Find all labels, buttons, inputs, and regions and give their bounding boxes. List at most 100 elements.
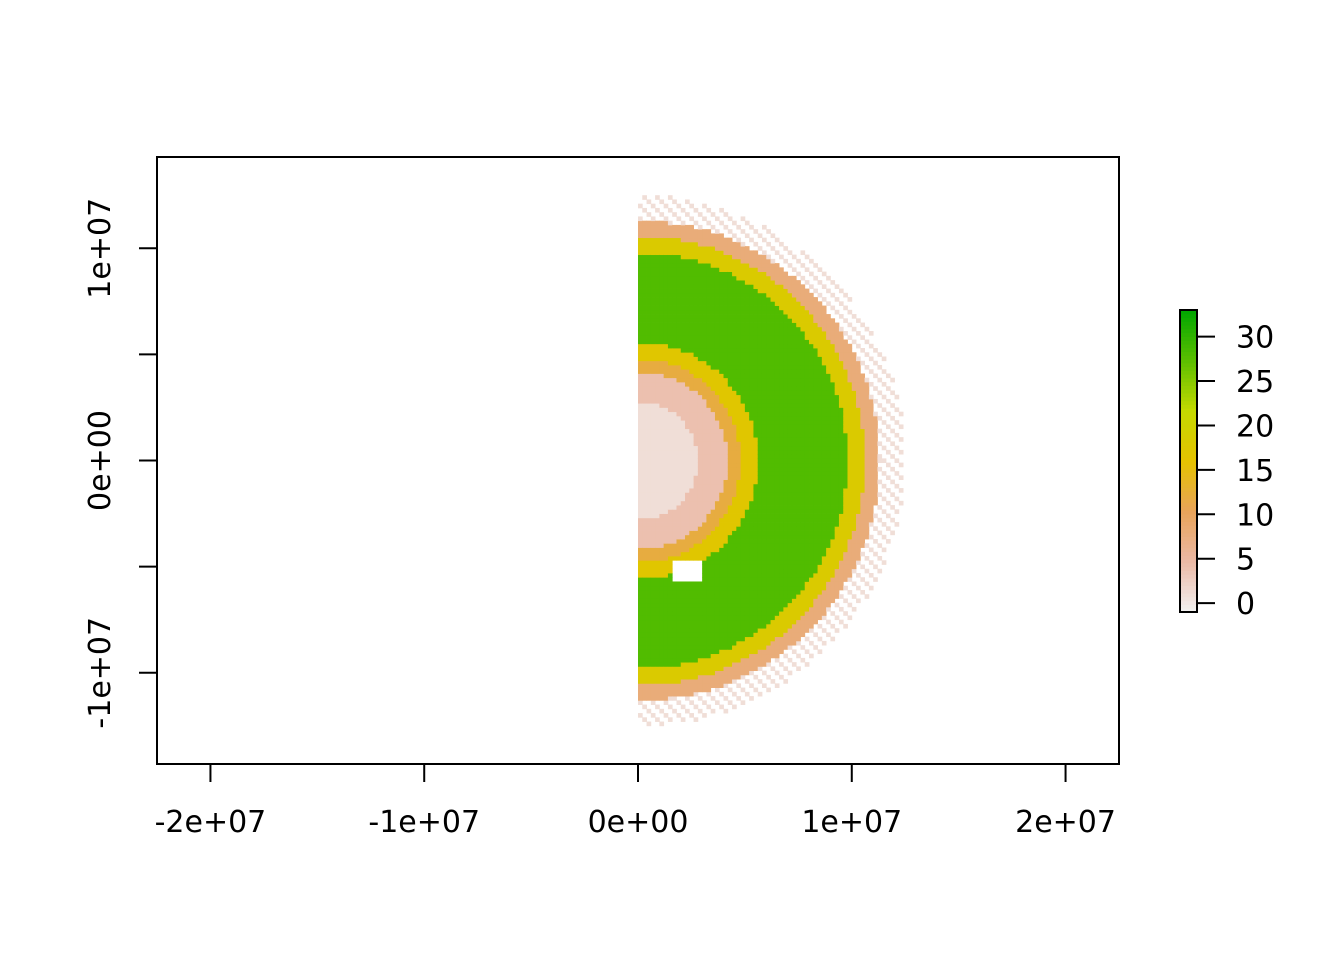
raster-cell	[787, 589, 793, 595]
raster-cell	[826, 377, 831, 383]
raster-cell	[757, 288, 763, 294]
raster-cell	[719, 254, 724, 260]
raster-cell	[783, 373, 789, 379]
raster-cell	[710, 602, 716, 608]
raster-cell	[706, 229, 712, 234]
raster-cell	[779, 403, 784, 408]
raster-cell	[710, 246, 716, 251]
raster-cell	[650, 666, 656, 672]
raster-cell	[642, 220, 647, 226]
raster-cell	[727, 539, 733, 544]
raster-cell	[655, 373, 660, 379]
raster-cell	[676, 224, 682, 230]
raster-cell	[727, 432, 733, 438]
raster-cell	[796, 271, 801, 277]
raster-cell	[697, 335, 703, 340]
raster-cell	[753, 619, 759, 625]
raster-cell	[736, 280, 742, 285]
raster-cell	[843, 475, 848, 480]
raster-cell	[740, 547, 746, 553]
raster-cell	[740, 352, 746, 357]
raster-cell	[791, 386, 797, 391]
raster-cell	[847, 381, 853, 387]
raster-cell	[659, 407, 665, 413]
raster-cell	[783, 403, 789, 408]
raster-cell	[697, 212, 703, 217]
raster-cell	[732, 343, 737, 349]
raster-cell	[787, 407, 793, 413]
raster-cell	[821, 339, 827, 345]
raster-cell	[804, 301, 810, 306]
raster-cell	[787, 415, 793, 421]
raster-cell	[680, 297, 686, 302]
raster-cell	[834, 437, 840, 442]
raster-cell	[761, 301, 767, 306]
raster-cell	[706, 343, 712, 349]
raster-cell	[791, 483, 797, 489]
raster-cell	[740, 500, 746, 506]
raster-cell	[779, 543, 784, 548]
raster-cell	[693, 369, 699, 374]
raster-cell	[817, 377, 823, 383]
raster-cell	[719, 411, 724, 417]
raster-cell	[646, 373, 652, 379]
raster-cell	[757, 280, 763, 285]
raster-cell	[672, 280, 677, 285]
raster-cell	[650, 318, 656, 323]
raster-cell	[779, 343, 784, 349]
raster-cell	[838, 560, 844, 565]
raster-cell	[766, 585, 771, 591]
raster-cell	[702, 314, 707, 319]
raster-cell	[817, 551, 823, 557]
raster-cell	[706, 250, 712, 256]
raster-cell	[727, 505, 733, 510]
raster-cell	[659, 432, 665, 438]
raster-cell	[714, 492, 720, 497]
raster-cell	[787, 526, 793, 531]
raster-cell	[719, 619, 724, 625]
raster-cell	[779, 356, 784, 362]
raster-cell	[706, 263, 712, 268]
raster-cell	[710, 305, 716, 311]
raster-cell	[740, 428, 746, 434]
raster-cell	[821, 432, 827, 438]
raster-cell	[779, 432, 784, 438]
raster-cell	[672, 377, 677, 383]
raster-cell	[736, 331, 742, 336]
raster-cell	[736, 297, 742, 302]
raster-cell	[693, 657, 699, 663]
raster-cell	[834, 428, 840, 434]
raster-cell	[779, 615, 784, 621]
raster-cell	[642, 428, 647, 434]
raster-cell	[706, 517, 712, 523]
raster-cell	[672, 292, 677, 298]
raster-cell	[813, 598, 818, 604]
raster-cell	[770, 623, 776, 629]
raster-cell	[779, 411, 784, 417]
raster-cell	[723, 657, 729, 663]
raster-cell	[689, 666, 694, 672]
raster-cell	[813, 466, 818, 472]
raster-cell	[663, 246, 669, 251]
raster-cell	[749, 288, 754, 294]
raster-cell	[663, 564, 669, 570]
raster-cell	[689, 653, 694, 659]
raster-cell	[697, 403, 703, 408]
raster-cell	[723, 339, 729, 345]
raster-cell	[655, 500, 660, 506]
raster-cell	[732, 288, 737, 294]
raster-cell	[796, 280, 801, 285]
raster-cell	[650, 551, 656, 557]
raster-cell	[638, 479, 643, 485]
raster-cell	[830, 398, 836, 404]
raster-cell	[787, 292, 793, 298]
raster-cell	[783, 411, 789, 417]
raster-cell	[821, 314, 827, 319]
raster-cell	[779, 394, 784, 400]
raster-cell	[817, 360, 823, 366]
raster-cell	[680, 398, 686, 404]
raster-cell	[774, 479, 780, 485]
raster-cell	[723, 403, 729, 408]
raster-cell	[693, 403, 699, 408]
raster-cell	[650, 254, 656, 260]
